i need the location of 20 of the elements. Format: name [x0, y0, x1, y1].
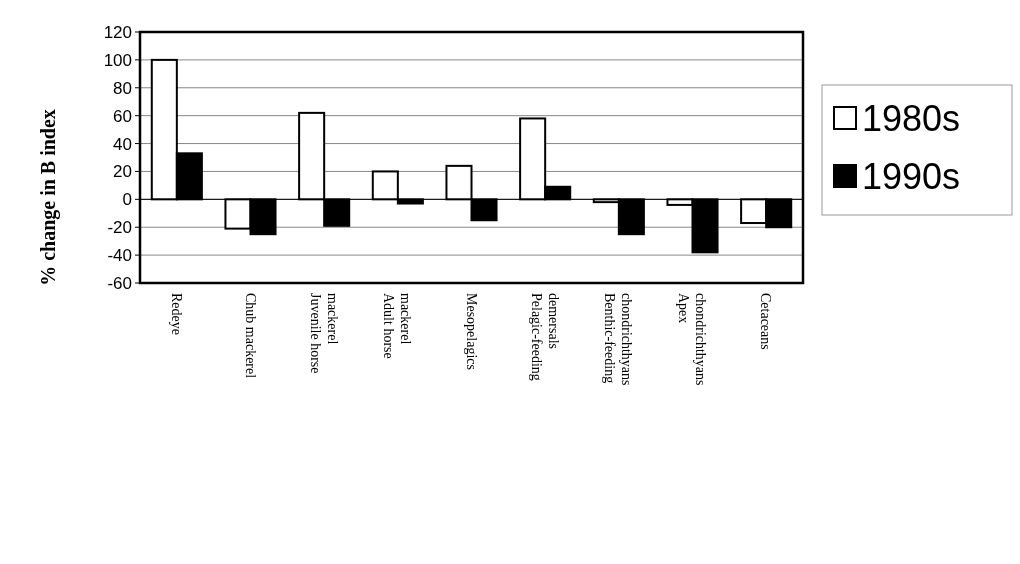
y-tick-label: -60 — [107, 273, 132, 293]
y-axis-title: % change in B index — [37, 109, 60, 286]
y-tick-label: 100 — [103, 50, 132, 70]
x-tick-label: Redeye — [168, 293, 184, 335]
y-tick-label: 20 — [113, 162, 132, 182]
x-tick-label: Adult horse mackerel — [381, 293, 414, 359]
x-tick-label: Mesopelagics — [463, 293, 479, 370]
x-tick-label: Pelagic-feeding demersals — [528, 293, 561, 381]
legend-label: 1980s — [862, 97, 961, 139]
y-tick-label: 120 — [103, 22, 132, 42]
x-tick-label: Chub mackerel — [242, 293, 258, 379]
legend-label: 1990s — [862, 155, 961, 197]
y-tick-label: -40 — [107, 246, 132, 266]
y-tick-label: 80 — [113, 78, 132, 98]
y-tick-label: 40 — [113, 134, 132, 154]
y-tick-label: 0 — [122, 190, 132, 210]
x-tick-label: Cetaceans — [758, 293, 774, 350]
y-tick-label: -20 — [107, 218, 132, 238]
y-tick-label: 60 — [113, 106, 132, 126]
x-tick-label: Juvenile horse mackerel — [307, 293, 340, 374]
